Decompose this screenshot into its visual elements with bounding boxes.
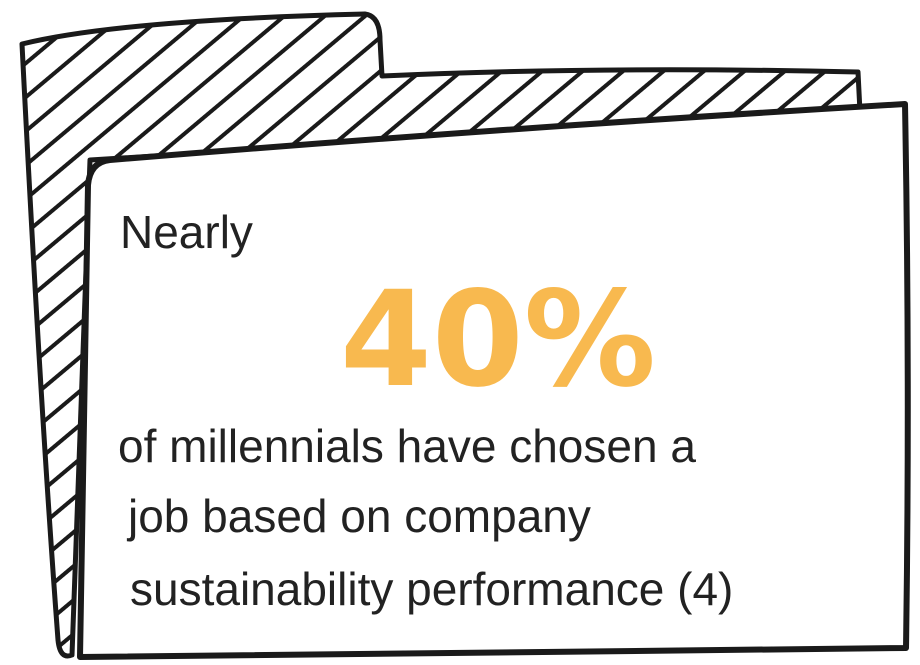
- folder-front: [77, 101, 911, 660]
- body-line: job based on company: [126, 490, 591, 542]
- intro-text: Nearly: [120, 206, 253, 258]
- folder-back: [19, 11, 863, 659]
- body-line: sustainability performance (4): [130, 563, 733, 615]
- stat-value: 40%: [340, 263, 656, 417]
- body-line: of millennials have chosen a: [118, 420, 696, 472]
